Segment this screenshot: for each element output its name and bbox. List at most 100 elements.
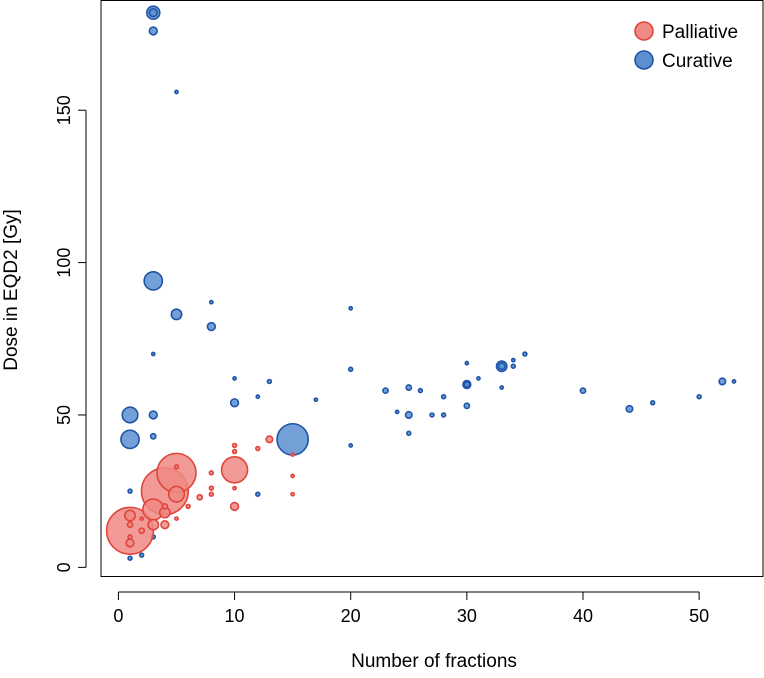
data-point-curative [255,394,261,400]
data-point-curative [510,357,516,363]
data-point-curative [731,379,737,384]
data-point-palliative [220,456,249,484]
points-layer [105,5,737,561]
legend-label-curative: Curative [662,51,733,72]
data-point-curative [382,387,389,394]
data-point-curative [138,552,145,558]
data-point-palliative [126,521,134,529]
data-point-palliative [125,538,135,548]
data-point-curative [150,351,156,357]
data-point-curative [696,393,702,400]
data-point-curative [313,397,319,403]
data-point-curative [266,378,273,385]
data-point-curative [232,376,237,381]
plot-area [100,0,764,577]
legend-label-palliative: Palliative [662,22,738,43]
data-point-curative [417,387,424,394]
data-point-palliative [208,485,215,491]
data-point-curative [149,432,157,440]
data-point-palliative [231,448,238,455]
data-point-palliative [174,516,179,521]
series-palliative [105,435,296,555]
data-point-curative [174,89,179,95]
data-point-curative [440,412,447,418]
data-point-curative [579,387,587,394]
data-point-curative [497,362,506,371]
data-point-palliative [167,485,186,503]
data-point-curative [148,410,158,420]
data-point-curative [276,422,310,456]
data-point-palliative [138,527,146,535]
data-point-palliative [196,493,204,501]
data-point-palliative [229,501,240,512]
legend-marker-palliative [634,21,654,41]
data-point-curative [208,299,214,305]
y-tick-label: 150 [54,95,74,125]
data-point-palliative [173,464,180,470]
data-point-palliative [208,491,215,497]
data-point-palliative [232,485,237,491]
plot-frame [100,0,764,577]
data-point-palliative [231,442,238,449]
data-point-curative [148,26,158,36]
data-point-curative [348,443,354,448]
legend: Palliative Curative [634,21,738,72]
data-point-palliative [147,518,160,531]
data-point-curative [127,488,133,494]
data-point-palliative [161,503,169,510]
x-tick-label: 30 [457,606,477,626]
data-point-curative [404,410,413,420]
y-tick-label: 100 [54,248,74,278]
data-point-curative [121,406,139,424]
x-axis-title: Number of fractions [351,651,517,672]
data-point-curative [148,7,158,18]
data-point-palliative [290,452,296,457]
data-point-palliative [139,516,145,521]
data-point-curative [127,555,133,561]
data-point-palliative [265,435,274,444]
data-point-palliative [290,473,296,479]
data-point-curative [405,384,413,391]
data-point-curative [463,402,471,410]
legend-marker-curative [634,50,654,70]
data-point-curative [522,351,528,357]
x-tick-label: 50 [689,606,709,626]
data-point-curative [255,491,261,497]
y-tick-label: 0 [54,562,74,572]
series-curative [120,5,737,561]
data-point-curative [347,366,354,373]
data-point-curative [510,363,517,369]
data-point-curative [120,429,140,450]
data-point-curative [429,412,435,418]
data-point-curative [394,409,400,415]
y-axis-title: Dose in EQD2 [Gy] [1,209,22,371]
data-point-palliative [185,503,191,510]
y-tick-label: 50 [54,405,74,425]
data-point-curative [206,321,217,332]
data-point-curative [143,270,164,291]
data-point-curative [499,385,505,390]
data-point-curative [348,305,354,311]
data-point-curative [440,393,447,400]
data-point-palliative [127,534,133,540]
data-point-curative [476,376,481,381]
x-axis: 0 10 20 30 40 50 Number of fractions [113,591,709,672]
data-point-curative [464,360,470,366]
y-axis: 0 50 100 150 Dose in EQD2 [Gy] [1,95,87,572]
x-tick-label: 10 [225,606,245,626]
data-point-curative [463,381,471,388]
data-point-palliative [124,509,137,522]
data-point-curative [229,398,240,408]
data-point-curative [170,308,183,321]
data-point-curative [625,404,634,413]
data-point-palliative [290,491,296,497]
data-point-curative [649,400,656,406]
x-tick-label: 40 [573,606,593,626]
data-point-palliative [160,519,170,530]
y-ticks: 0 50 100 150 [54,95,86,572]
x-tick-label: 0 [113,606,123,626]
data-point-palliative [255,445,261,452]
data-point-palliative [208,470,215,476]
data-point-curative [718,377,727,386]
